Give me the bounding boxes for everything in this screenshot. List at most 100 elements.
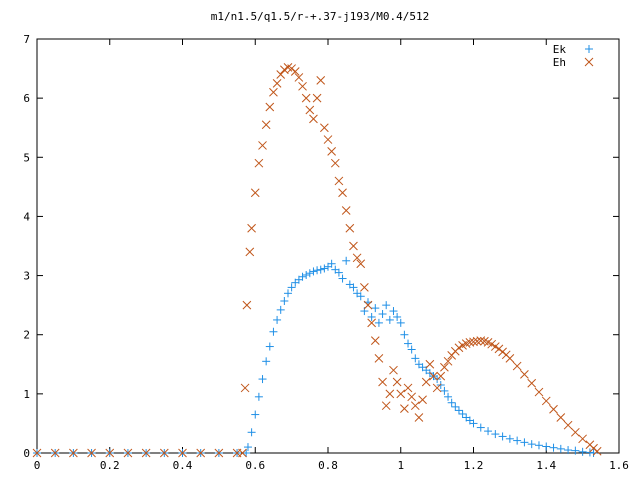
data-point-eh (418, 395, 427, 405)
x-tick-label: 1.4 (536, 459, 556, 472)
data-point-eh (258, 141, 267, 150)
data-point-eh (242, 300, 252, 310)
data-point-ek (505, 434, 514, 443)
data-point-eh (592, 446, 602, 456)
data-point-ek (305, 269, 314, 278)
legend-marker-ek (585, 45, 593, 53)
data-point-ek (400, 330, 409, 339)
data-point-eh (440, 362, 449, 372)
data-point-ek (404, 339, 413, 348)
data-point-ek (378, 310, 387, 319)
data-point-eh (265, 102, 275, 112)
data-point-ek (298, 272, 307, 281)
data-point-eh (301, 93, 311, 103)
data-point-ek (458, 409, 467, 418)
data-point-eh (214, 448, 224, 458)
data-point-ek (393, 312, 402, 321)
data-point-eh (465, 338, 475, 347)
data-point-eh (385, 389, 395, 399)
data-point-ek (476, 423, 485, 432)
data-point-eh (370, 336, 380, 345)
data-point-eh (316, 76, 326, 85)
data-point-eh (570, 427, 580, 437)
data-point-ek (498, 432, 507, 441)
data-point-eh (352, 253, 362, 263)
legend-label-ek: Ek (553, 43, 567, 56)
data-point-ek (513, 436, 522, 445)
data-point-eh (269, 87, 278, 97)
data-point-eh (578, 434, 587, 444)
data-point-eh (360, 283, 369, 292)
y-tick-label: 4 (23, 210, 30, 223)
axis-ticks (36, 38, 620, 454)
data-point-eh (436, 371, 446, 381)
data-point-eh (272, 79, 282, 88)
y-tick-label: 5 (23, 151, 30, 164)
data-point-ek (542, 442, 551, 451)
data-point-eh (476, 336, 486, 345)
data-point-eh (403, 383, 413, 393)
data-point-eh (320, 123, 329, 133)
data-point-eh (247, 223, 256, 233)
x-tick-label: 1.6 (609, 459, 629, 472)
legend-marker-eh (584, 57, 594, 67)
data-point-ek (338, 274, 347, 283)
data-point-ek (447, 398, 456, 407)
legend-marker-eh-glyph (584, 57, 594, 67)
data-point-eh (294, 73, 304, 82)
data-point-eh (410, 401, 420, 411)
data-point-eh (276, 70, 286, 79)
data-point-ek (349, 283, 358, 292)
x-tick-label: 0.6 (245, 459, 265, 472)
data-point-eh (512, 361, 522, 371)
data-point-eh (341, 206, 351, 215)
data-point-ek (243, 443, 252, 452)
data-point-ek (273, 315, 282, 324)
data-point-eh (505, 354, 515, 363)
data-point-eh (309, 114, 318, 124)
legend-marker-ek-glyph (585, 45, 593, 53)
x-tick-label: 0.8 (318, 459, 338, 472)
data-point-eh (541, 396, 551, 406)
y-tick-label: 0 (23, 447, 30, 460)
data-point-ek (258, 375, 267, 384)
data-point-eh (298, 81, 307, 91)
data-point-eh (389, 365, 398, 375)
data-point-ek (309, 267, 318, 276)
data-point-ek (269, 327, 278, 336)
data-point-eh (330, 158, 340, 168)
data-point-ek (407, 345, 416, 354)
y-tick-label: 7 (23, 33, 30, 46)
x-tick-label: 1 (397, 459, 404, 472)
data-point-eh (323, 135, 333, 144)
series-eh (32, 63, 602, 458)
data-point-ek (251, 410, 260, 419)
data-point-eh (421, 377, 431, 387)
data-point-ek (469, 419, 478, 428)
data-point-eh (534, 387, 544, 397)
data-point-eh (196, 448, 206, 458)
axis-tick-labels: 0 0.2 0.4 0.6 0.8 1 1.2 1.4 1.6 0 1 2 3 4 5 6 7 (23, 33, 629, 472)
data-point-ek (356, 292, 365, 301)
data-point-ek (484, 427, 493, 436)
data-point-ek (247, 428, 256, 437)
data-point-eh (407, 392, 417, 402)
data-point-ek (527, 440, 536, 449)
data-point-ek (287, 283, 296, 292)
data-point-eh (374, 354, 384, 363)
data-point-ek (371, 304, 380, 313)
data-point-eh (432, 383, 442, 393)
data-point-eh (290, 67, 300, 76)
data-point-eh (69, 448, 78, 458)
data-point-eh (349, 241, 358, 251)
x-tick-label: 0.2 (100, 459, 120, 472)
data-point-eh (549, 404, 558, 414)
data-point-eh (381, 401, 391, 411)
x-tick-label: 0 (34, 459, 41, 472)
data-point-eh (443, 356, 453, 366)
legend: Ek Eh (553, 43, 594, 69)
data-point-eh (305, 105, 315, 115)
data-point-ek (334, 268, 343, 277)
data-point-eh (87, 448, 96, 458)
